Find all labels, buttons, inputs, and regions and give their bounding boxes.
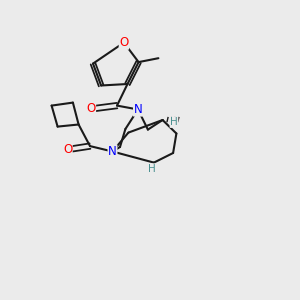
Text: N: N [108,145,117,158]
Text: O: O [86,102,95,115]
Text: H: H [170,117,178,128]
Text: H: H [148,164,155,174]
Text: O: O [119,36,128,49]
Text: N: N [134,103,142,116]
Text: N: N [134,102,142,115]
Text: O: O [63,142,72,156]
